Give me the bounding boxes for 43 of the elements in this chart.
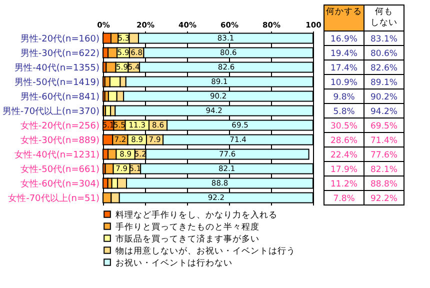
text: 82.6% — [370, 63, 398, 74]
text: 何かする — [326, 6, 362, 17]
y-tick-label: 女性-60代(n=304) — [20, 178, 100, 190]
y-tick-label: 男性-60代(n=841) — [20, 91, 100, 102]
text: 22.4% — [330, 150, 358, 160]
text: 5.8% — [333, 106, 355, 117]
legend-label: 手作りと買ってきたものと半々程度 — [116, 221, 260, 232]
text: 89.1% — [370, 78, 398, 88]
text: 11.2% — [330, 179, 358, 190]
y-tick-label: 女性-30代(n=889) — [20, 134, 100, 146]
text: 19.4% — [330, 48, 358, 59]
text: 7.8% — [333, 194, 355, 204]
text: 28.6% — [330, 136, 358, 146]
legend-label: 物は用意しないが、お祝い・イベントは行う — [116, 245, 296, 256]
legend-label: 料理など手作りをし、かなり力を入れる — [116, 209, 278, 220]
y-tick-label: 男性-30代(n=622) — [20, 48, 100, 59]
y-tick-label: 男性-70代以上(n=370) — [2, 106, 100, 117]
text: 30.5% — [330, 121, 358, 132]
text: 83.1% — [370, 34, 398, 44]
text: 16.9% — [330, 34, 358, 44]
text: 90.2% — [370, 92, 398, 102]
text: 9.8% — [333, 92, 355, 102]
y-tick-label: 男性-50代(n=1419) — [14, 76, 100, 88]
text: 69.5% — [370, 121, 398, 132]
y-tick-label: 女性-50代(n=661) — [20, 164, 100, 175]
y-tick-label: 男性-20代(n=160) — [20, 33, 100, 44]
text: 94.2% — [370, 106, 398, 117]
legend-label: 市販品を買ってきて済ます事が多い — [116, 233, 260, 244]
text: 88.8% — [370, 179, 398, 190]
y-tick-label: 女性-20代(n=256) — [20, 120, 100, 132]
text: 77.6% — [370, 150, 398, 160]
y-tick-label: 男性-40代(n=1355) — [14, 62, 100, 74]
y-tick-label: 女性-70代以上(n=51) — [8, 192, 100, 204]
text: 10.9% — [330, 78, 358, 88]
legend-label: お祝い・イベントは行わない — [116, 257, 232, 268]
text: 17.9% — [330, 164, 358, 175]
text: 92.2% — [370, 194, 398, 204]
y-tick-label: 女性-40代(n=1231) — [14, 149, 100, 160]
text: 17.4% — [330, 63, 358, 74]
text: 80.6% — [370, 48, 398, 59]
text: 82.1% — [370, 164, 398, 175]
text: 何もしない — [370, 6, 398, 28]
text: 71.4% — [370, 136, 398, 146]
